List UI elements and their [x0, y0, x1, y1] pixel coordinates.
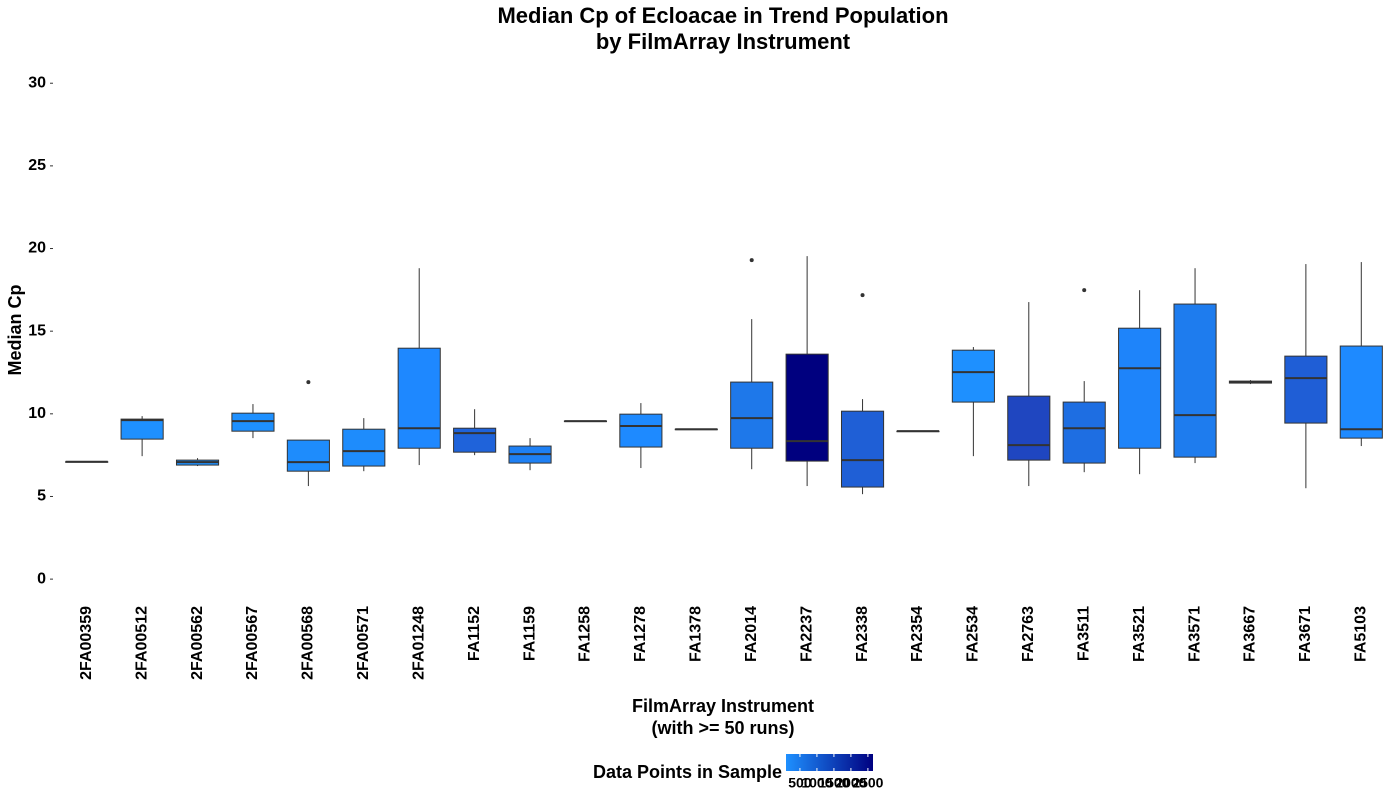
outlier [860, 293, 865, 298]
y-tick-label: 30 [28, 74, 46, 91]
x-axis-title: FilmArray Instrument [632, 696, 814, 716]
colorbar-tick-label: 1000 [801, 775, 832, 791]
x-tick-label: 2FA00359 [78, 606, 95, 680]
box [1062, 401, 1106, 464]
y-tick-label: 15 [28, 322, 46, 339]
y-tick-label: 25 [28, 157, 46, 174]
x-tick-label: FA5103 [1353, 606, 1370, 662]
box [1118, 327, 1162, 449]
box [1284, 355, 1328, 424]
colorbar-tick-label: 1500 [818, 775, 849, 791]
x-tick-label: FA1258 [577, 606, 594, 662]
x-tick-label: FA2338 [854, 606, 871, 662]
box [1007, 395, 1051, 461]
box [397, 347, 441, 449]
x-axis-title: (with >= 50 runs) [651, 718, 794, 738]
box [785, 353, 829, 462]
x-tick-label: FA2014 [743, 606, 760, 662]
box [1173, 303, 1217, 458]
outlier [749, 258, 754, 263]
box [951, 349, 995, 403]
x-tick-label: FA2354 [909, 606, 926, 662]
y-tick-label: 0 [37, 570, 46, 587]
x-tick-label: FA3521 [1131, 606, 1148, 662]
x-tick-label: FA1278 [632, 606, 649, 662]
chart-title: by FilmArray Instrument [596, 29, 851, 54]
x-tick-label: 2FA00562 [189, 606, 206, 680]
box [231, 412, 275, 432]
y-tick-label: 20 [28, 240, 46, 257]
x-tick-label: FA2237 [798, 606, 815, 662]
x-tick-label: 2FA00512 [133, 606, 150, 680]
box [1339, 345, 1383, 439]
y-tick-label: 5 [37, 488, 46, 505]
x-tick-label: FA1152 [466, 606, 483, 661]
box [120, 418, 164, 440]
box [286, 439, 330, 472]
x-tick-label: 2FA01248 [410, 606, 427, 680]
x-tick-label: FA2534 [965, 606, 982, 662]
x-tick-label: FA3571 [1186, 606, 1203, 662]
colorbar [786, 754, 873, 771]
box [840, 410, 885, 488]
outlier [1082, 288, 1087, 293]
x-tick-label: FA3511 [1075, 606, 1092, 661]
x-tick-label: 2FA00567 [244, 606, 261, 680]
y-axis-title: Median Cp [5, 284, 25, 375]
box [730, 381, 774, 449]
x-tick-label: FA1378 [688, 606, 705, 662]
box [453, 427, 497, 453]
colorbar-tick-label: 2500 [852, 775, 883, 791]
x-tick-label: FA3667 [1242, 606, 1259, 662]
y-tick-label: 10 [28, 405, 46, 422]
colorbar-tick-label: 500 [788, 775, 812, 791]
box [619, 413, 663, 448]
colorbar-tick-label: 2000 [835, 775, 866, 791]
x-tick-label: 2FA00568 [300, 606, 317, 680]
x-tick-label: FA3671 [1297, 606, 1314, 662]
outlier [306, 380, 311, 385]
x-tick-label: FA2763 [1020, 606, 1037, 662]
box [342, 428, 386, 467]
x-tick-label: FA1159 [521, 606, 538, 661]
x-tick-label: 2FA00571 [355, 606, 372, 680]
legend-title: Data Points in Sample [593, 762, 782, 782]
chart-title: Median Cp of Ecloacae in Trend Populatio… [497, 3, 948, 28]
